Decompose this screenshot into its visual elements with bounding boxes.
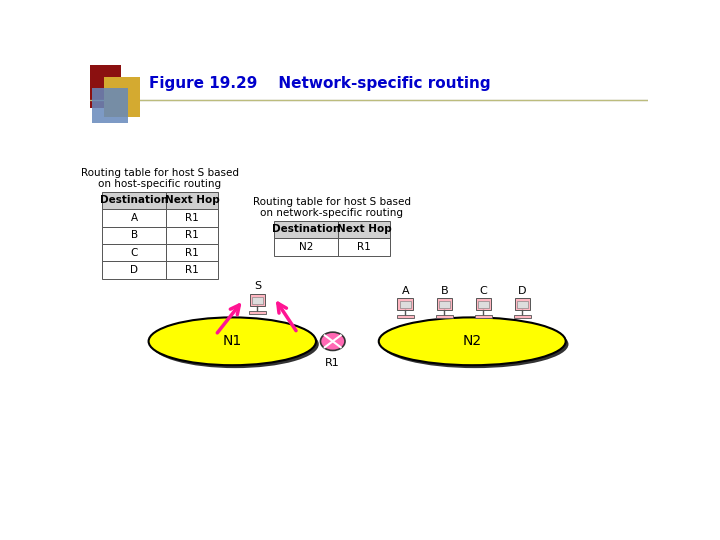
Bar xyxy=(517,301,528,308)
Bar xyxy=(166,209,217,227)
Text: S: S xyxy=(254,281,261,292)
Text: Next Hop: Next Hop xyxy=(337,225,392,234)
Bar xyxy=(104,77,140,117)
Text: R1: R1 xyxy=(357,242,371,252)
Bar xyxy=(166,261,217,279)
Bar xyxy=(274,221,338,238)
Bar xyxy=(436,299,452,310)
Bar xyxy=(102,192,166,209)
Text: N2: N2 xyxy=(299,242,313,252)
Text: on network-specific routing: on network-specific routing xyxy=(261,208,403,218)
Text: C: C xyxy=(130,248,138,258)
Text: N1: N1 xyxy=(222,334,242,348)
Ellipse shape xyxy=(151,320,319,368)
Text: D: D xyxy=(130,265,138,275)
Text: B: B xyxy=(441,286,448,295)
Text: Routing table for host S based: Routing table for host S based xyxy=(81,168,239,178)
Bar xyxy=(438,301,450,308)
Text: N2: N2 xyxy=(463,334,482,348)
Text: A: A xyxy=(131,213,138,223)
Bar xyxy=(166,227,217,244)
Bar xyxy=(102,244,166,261)
Bar xyxy=(476,299,491,310)
Text: Next Hop: Next Hop xyxy=(165,195,220,205)
Bar xyxy=(102,209,166,227)
Bar xyxy=(436,315,453,318)
Bar xyxy=(166,192,217,209)
Bar xyxy=(91,87,128,123)
Bar xyxy=(475,315,492,318)
Bar xyxy=(397,315,413,318)
Text: C: C xyxy=(480,286,487,295)
Bar xyxy=(338,238,390,255)
Text: D: D xyxy=(518,286,527,295)
Text: R1: R1 xyxy=(185,248,199,258)
Bar xyxy=(400,301,411,308)
Text: A: A xyxy=(402,286,409,295)
Text: B: B xyxy=(131,230,138,240)
Bar xyxy=(102,261,166,279)
Text: Figure 19.29    Network-specific routing: Figure 19.29 Network-specific routing xyxy=(148,77,490,91)
Bar xyxy=(338,221,390,238)
Bar xyxy=(250,294,265,306)
Text: Routing table for host S based: Routing table for host S based xyxy=(253,198,411,207)
Bar xyxy=(478,301,489,308)
Bar xyxy=(90,65,121,109)
Ellipse shape xyxy=(148,318,316,365)
Text: R1: R1 xyxy=(325,358,340,368)
Text: Destination: Destination xyxy=(272,225,341,234)
Bar xyxy=(102,227,166,244)
Text: R1: R1 xyxy=(185,230,199,240)
Text: R1: R1 xyxy=(185,213,199,223)
Ellipse shape xyxy=(379,318,566,365)
Bar xyxy=(397,299,413,310)
Bar xyxy=(274,238,338,255)
Bar xyxy=(166,244,217,261)
Bar xyxy=(515,299,530,310)
Bar xyxy=(249,310,266,314)
Circle shape xyxy=(320,332,345,350)
Text: R1: R1 xyxy=(185,265,199,275)
Text: on host-specific routing: on host-specific routing xyxy=(99,179,222,189)
Ellipse shape xyxy=(382,320,569,368)
Text: Destination: Destination xyxy=(100,195,168,205)
Bar xyxy=(514,315,531,318)
Bar xyxy=(252,297,263,305)
